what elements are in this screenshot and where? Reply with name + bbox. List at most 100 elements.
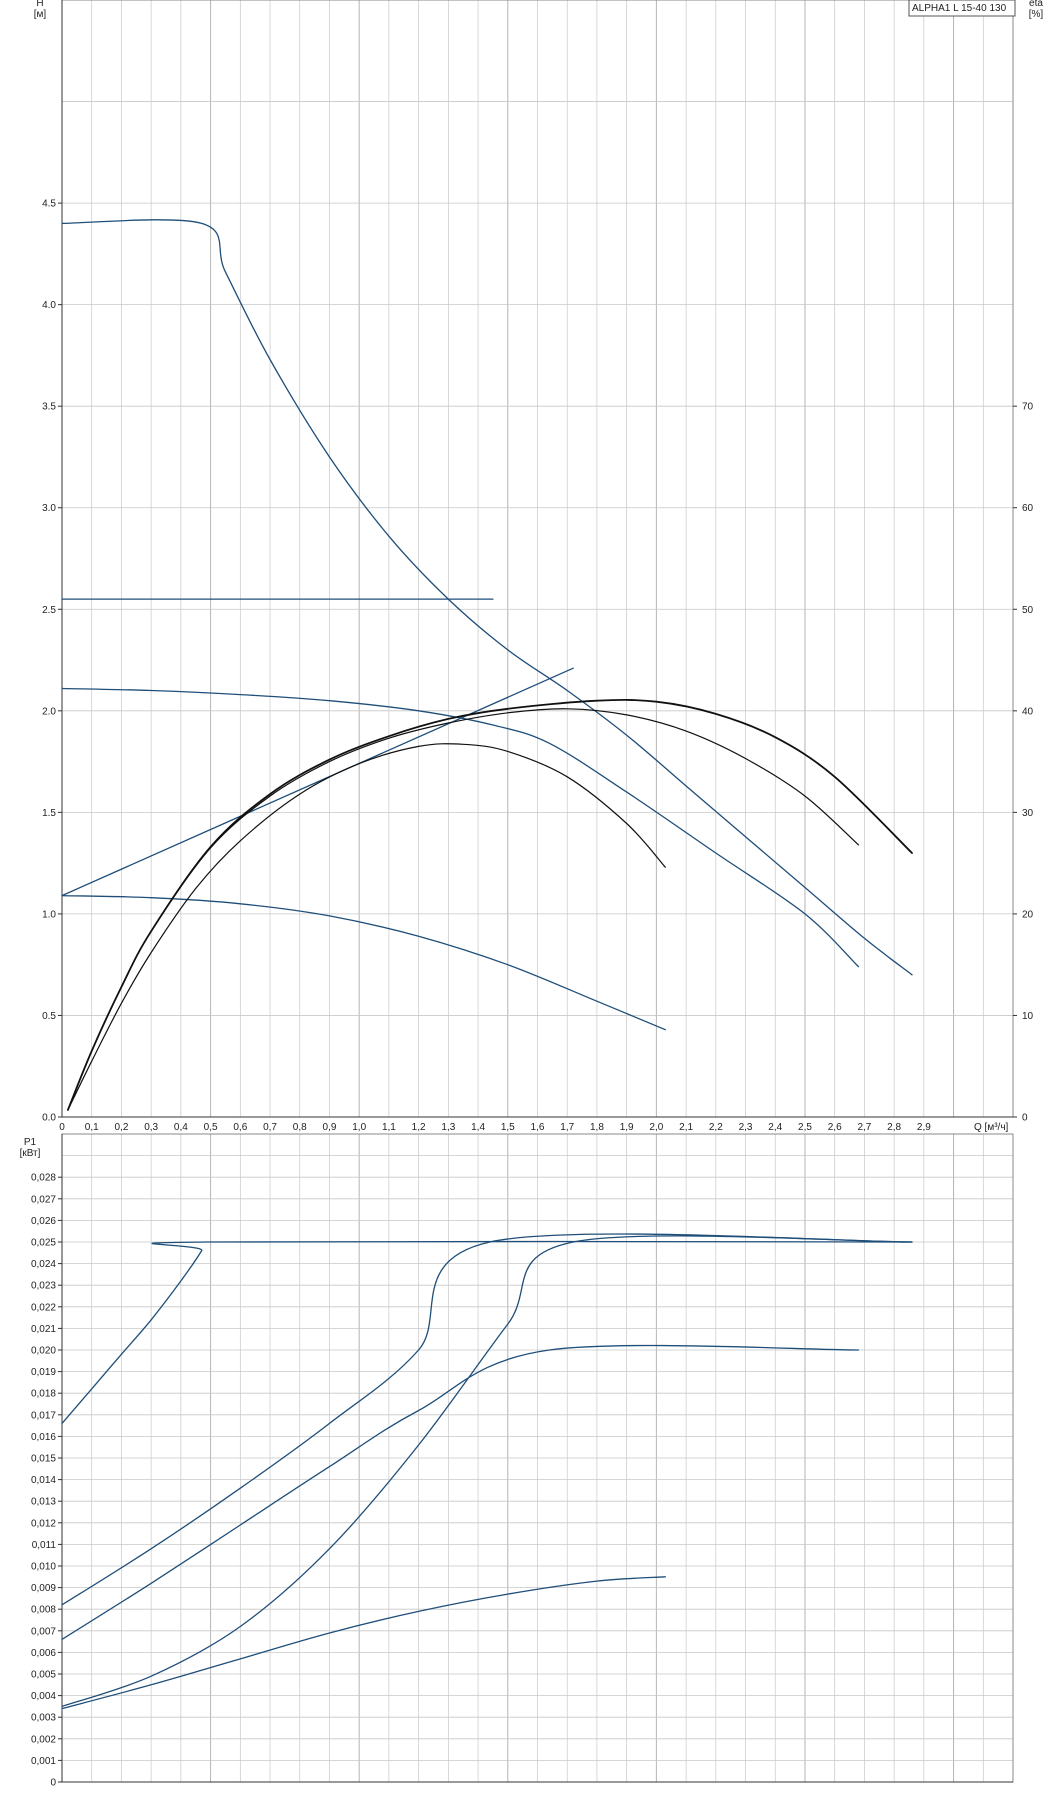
power-curve-5 (61, 1576, 666, 1710)
y-tick-label: 2.0 (42, 706, 56, 717)
y-tick-label: 4.0 (42, 300, 56, 311)
x-tick-label: 2,5 (798, 1122, 812, 1133)
y-axis-label: P1 [кВт] (20, 1137, 41, 1159)
y-tick-label: 0,011 (32, 1540, 57, 1551)
y2-tick-label: 10 (1022, 1011, 1034, 1022)
x-tick-label: 2,7 (857, 1122, 871, 1133)
y-tick-label: 0,009 (31, 1583, 56, 1594)
y-tick-label: 0,024 (31, 1259, 56, 1270)
power-curve-2 (61, 1233, 913, 1606)
x-tick-label: 1,6 (531, 1122, 545, 1133)
y-tick-label: 0,005 (31, 1670, 56, 1681)
x-tick-label: 0,6 (233, 1122, 247, 1133)
x-tick-label: 2,0 (649, 1122, 663, 1133)
y-tick-label: 0.5 (42, 1011, 56, 1022)
x-tick-label: 1,5 (501, 1122, 515, 1133)
efficiency-curve-6 (67, 699, 913, 1111)
y-tick-label: 1.5 (42, 808, 56, 819)
x-tick-label: 0,9 (323, 1122, 337, 1133)
y-tick-label: 0,019 (31, 1367, 56, 1378)
y-tick-label: 0,008 (31, 1605, 56, 1616)
x-tick-label: 0,3 (144, 1122, 158, 1133)
x-tick-label: 1,4 (471, 1122, 485, 1133)
y-tick-label: 0,016 (31, 1432, 56, 1443)
model-label: ALPHA1 L 15-40 130 (912, 3, 1007, 14)
y-tick-label: 0,013 (31, 1497, 56, 1508)
grid (61, 0, 1014, 1118)
y-tick-label: 0,018 (31, 1389, 56, 1400)
head-efficiency-chart: 0.0 0.5 1.0 1.5 2.0 2.5 3.0 3.5 4.0 4.5 0 10 20 30 40 5… (34, 0, 1044, 1133)
y-tick-label: 0,004 (31, 1691, 56, 1702)
y2-tick-label: 50 (1022, 605, 1034, 616)
y2-tick-label: 20 (1022, 909, 1034, 920)
power-curve-4 (61, 1235, 913, 1708)
x-tick-label: 2,9 (917, 1122, 931, 1133)
x-tick-label: 0,8 (293, 1122, 307, 1133)
y-tick-label: 0,006 (31, 1648, 56, 1659)
x-tick-label: 1,3 (441, 1122, 455, 1133)
head-curve-3 (61, 687, 860, 968)
x-tick-label: 1,0 (352, 1122, 366, 1133)
y-tick-label: 0,002 (31, 1734, 56, 1745)
y-tick-label: 3.5 (42, 402, 56, 413)
y2-tick-label: 60 (1022, 503, 1034, 514)
x-tick-label: 0,4 (174, 1122, 188, 1133)
grid (61, 1134, 1014, 1783)
x-axis-label: Q [м³/ч] (974, 1122, 1009, 1133)
efficiency-curve-7 (67, 708, 860, 1111)
power-curve-3 (61, 1344, 860, 1641)
head-curve-4 (61, 667, 574, 897)
y2-tick-label: 40 (1022, 706, 1034, 717)
y2-tick-label: 0 (1022, 1113, 1028, 1124)
y2-tick-label: 70 (1022, 402, 1034, 413)
y-tick-label: 4.5 (42, 199, 56, 210)
y-tick-label: 0,010 (31, 1562, 56, 1573)
y-tick-label: 0,015 (31, 1454, 56, 1465)
y-tick-label: 0,012 (31, 1518, 56, 1529)
x-tick-label: 1,2 (412, 1122, 426, 1133)
y-tick-label: 0,017 (31, 1410, 56, 1421)
y-tick-label: 0,023 (31, 1281, 56, 1292)
x-tick-label: 0 (59, 1122, 65, 1133)
model-label-box (908, 0, 1016, 17)
y-tick-label: 0,014 (31, 1475, 56, 1486)
y-tick-label: 0,020 (31, 1346, 56, 1357)
x-tick-label: 2,4 (768, 1122, 782, 1133)
y-tick-label: 0,025 (31, 1238, 56, 1249)
y2-tick-label: 30 (1022, 808, 1034, 819)
head-curve-5 (61, 894, 666, 1031)
power-curve-1 (61, 1240, 913, 1425)
x-tick-label: 1,7 (560, 1122, 574, 1133)
y-tick-label: 0,021 (31, 1324, 56, 1335)
y-tick-label: 0,026 (31, 1216, 56, 1227)
x-tick-label: 2,3 (739, 1122, 753, 1133)
head-curve-1 (61, 219, 913, 976)
power-chart: 0 0,001 0,002 0,003 0,004 0,005 0,006 0,007 0,00… (20, 1133, 1014, 1789)
y-tick-label: 2.5 (42, 605, 56, 616)
x-tick-label: 2,1 (679, 1122, 693, 1133)
x-tick-label: 0,2 (114, 1122, 128, 1133)
y-tick-label: 3.0 (42, 503, 56, 514)
y-tick-label: 0,003 (31, 1713, 56, 1724)
x-tick-label: 1,9 (620, 1122, 634, 1133)
y-tick-label: 0,022 (31, 1302, 56, 1313)
x-tick-label: 1,8 (590, 1122, 604, 1133)
y-tick-label: 1.0 (42, 909, 56, 920)
x-tick-label: 2,2 (709, 1122, 723, 1133)
x-tick-label: 0,1 (85, 1122, 99, 1133)
y-tick-label: 0,028 (31, 1173, 56, 1184)
efficiency-curve-8 (67, 743, 666, 1111)
y-tick-label: 0 (50, 1778, 56, 1789)
x-tick-label: 2,8 (887, 1122, 901, 1133)
x-tick-label: 0,7 (263, 1122, 277, 1133)
y-axis-label: H [м] (34, 0, 47, 20)
y-tick-label: 0.0 (42, 1113, 56, 1124)
y-tick-label: 0,007 (31, 1626, 56, 1637)
x-tick-label: 1,1 (382, 1122, 396, 1133)
x-tick-label: 2,6 (828, 1122, 842, 1133)
y2-axis-label: eta [%] (1029, 0, 1044, 20)
y-tick-label: 0,001 (31, 1756, 56, 1767)
y-tick-label: 0,027 (31, 1194, 56, 1205)
x-tick-label: 0,5 (204, 1122, 218, 1133)
